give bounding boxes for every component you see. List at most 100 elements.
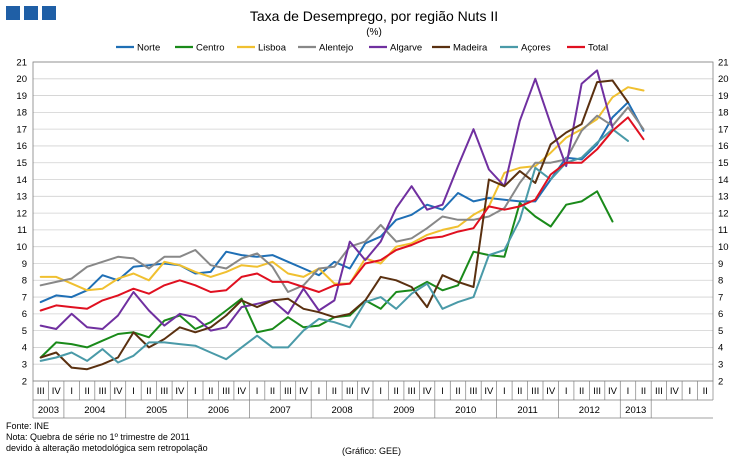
x-quarter-label: II [455, 386, 460, 397]
y-tick-right: 13 [718, 192, 729, 203]
footer-note: Nota: Quebra de série no 1º trimestre de… [6, 432, 190, 442]
x-quarter-label: I [194, 386, 197, 397]
x-year-label: 2004 [84, 405, 105, 416]
y-tick-left: 15 [16, 158, 27, 169]
x-quarter-label: IV [484, 386, 494, 397]
x-quarter-label: III [37, 386, 45, 397]
y-tick-right: 8 [718, 276, 723, 287]
x-year-label: 2007 [270, 405, 291, 416]
y-tick-left: 11 [17, 225, 27, 236]
y-tick-left: 20 [16, 74, 27, 85]
footer-source: Fonte: INE [6, 421, 50, 431]
legend-label-1: Centro [196, 43, 225, 54]
x-quarter-label: I [132, 386, 135, 397]
x-quarter-label: I [318, 386, 321, 397]
x-quarter-label: I [256, 386, 259, 397]
x-quarter-label: I [565, 386, 568, 397]
y-tick-left: 7 [22, 292, 27, 303]
legend-label-6: Açores [521, 43, 551, 54]
x-quarter-label: IV [237, 386, 247, 397]
x-year-label: 2011 [517, 405, 537, 416]
y-tick-right: 19 [718, 91, 729, 102]
y-tick-right: 16 [718, 141, 729, 152]
y-tick-left: 8 [22, 276, 27, 287]
y-tick-right: 7 [718, 292, 723, 303]
y-tick-left: 19 [16, 91, 27, 102]
series-line-1 [39, 190, 614, 359]
x-quarter-label: III [160, 386, 168, 397]
y-tick-left: 14 [16, 175, 27, 186]
x-quarter-label: III [99, 386, 107, 397]
x-quarter-label: IV [52, 386, 62, 397]
footer-credit: (Gráfico: GEE) [342, 446, 402, 456]
x-quarter-label: IV [670, 386, 680, 397]
chart-subtitle: (%) [366, 27, 382, 38]
series-line-4 [39, 69, 614, 332]
x-quarter-label: I [379, 386, 382, 397]
x-quarter-label: II [208, 386, 213, 397]
logo-block-1 [6, 6, 20, 20]
x-year-label: 2013 [625, 405, 646, 416]
x-year-label: 2005 [146, 405, 167, 416]
x-year-label: 2008 [332, 405, 353, 416]
y-tick-left: 9 [22, 259, 27, 270]
y-tick-right: 11 [718, 225, 728, 236]
x-quarter-label: III [469, 386, 477, 397]
x-quarter-label: II [270, 386, 275, 397]
x-quarter-label: III [222, 386, 230, 397]
legend-label-4: Algarve [390, 43, 422, 54]
y-tick-right: 18 [718, 108, 729, 119]
footer-note-detail: devido à alteração metodológica sem retr… [6, 443, 208, 453]
x-quarter-label: II [517, 386, 522, 397]
logo-block-3 [42, 6, 56, 20]
y-tick-right: 9 [718, 259, 723, 270]
x-year-label: 2006 [208, 405, 229, 416]
y-tick-right: 15 [718, 158, 729, 169]
y-tick-left: 5 [22, 326, 27, 337]
x-quarter-label: III [346, 386, 354, 397]
series-line-6 [39, 128, 629, 364]
x-quarter-label: III [408, 386, 416, 397]
y-tick-left: 12 [16, 208, 27, 219]
x-quarter-label: I [441, 386, 444, 397]
x-quarter-label: IV [114, 386, 124, 397]
y-tick-left: 2 [22, 376, 27, 387]
y-tick-left: 13 [16, 192, 27, 203]
y-tick-right: 6 [718, 309, 723, 320]
x-quarter-label: II [703, 386, 708, 397]
y-tick-right: 17 [718, 124, 729, 135]
legend-label-0: Norte [137, 43, 160, 54]
x-quarter-label: I [70, 386, 73, 397]
x-quarter-label: III [531, 386, 539, 397]
x-year-label: 2012 [579, 405, 600, 416]
series-line-0 [39, 101, 645, 304]
y-tick-right: 5 [718, 326, 723, 337]
x-quarter-label: II [394, 386, 399, 397]
x-quarter-label: II [84, 386, 89, 397]
chart-title: Taxa de Desemprego, por região Nuts II [250, 8, 498, 24]
x-year-label: 2010 [455, 405, 476, 416]
x-quarter-label: IV [608, 386, 618, 397]
series-line-2 [39, 86, 645, 292]
x-quarter-label: III [284, 386, 292, 397]
y-tick-left: 6 [22, 309, 27, 320]
y-tick-right: 4 [718, 343, 723, 354]
x-year-label: 2009 [393, 405, 414, 416]
legend-label-7: Total [588, 43, 608, 54]
x-quarter-label: II [146, 386, 151, 397]
x-quarter-label: IV [299, 386, 309, 397]
x-quarter-label: I [688, 386, 691, 397]
y-tick-right: 14 [718, 175, 729, 186]
y-tick-right: 12 [718, 208, 729, 219]
y-tick-right: 10 [718, 242, 729, 253]
x-quarter-label: II [579, 386, 584, 397]
x-quarter-label: IV [546, 386, 556, 397]
x-quarter-label: IV [175, 386, 185, 397]
x-quarter-label: II [641, 386, 646, 397]
legend-label-3: Alentejo [319, 43, 353, 54]
series-line-7 [39, 116, 645, 312]
x-quarter-label: IV [361, 386, 371, 397]
y-tick-right: 2 [718, 376, 723, 387]
x-quarter-label: I [627, 386, 630, 397]
